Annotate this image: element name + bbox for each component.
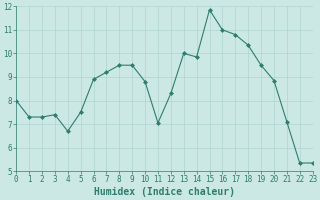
X-axis label: Humidex (Indice chaleur): Humidex (Indice chaleur) xyxy=(94,187,235,197)
